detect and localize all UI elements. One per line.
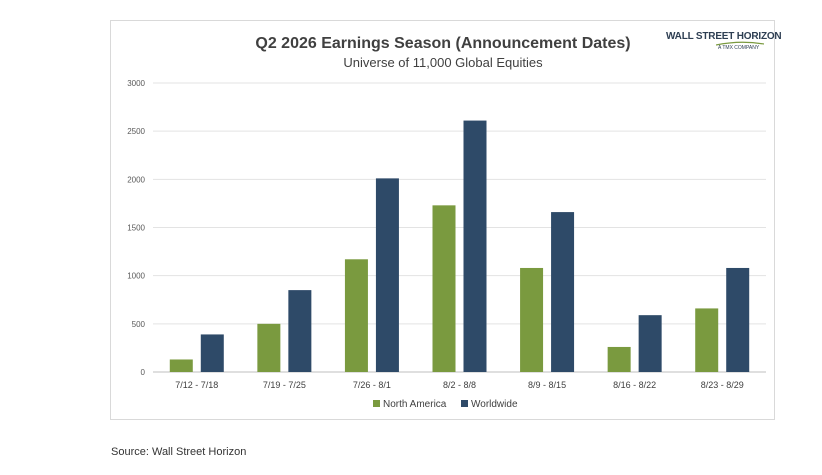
legend-swatch — [373, 400, 380, 407]
bar-worldwide — [726, 267, 750, 372]
logo-text: WALL STREET HORIZON — [666, 31, 782, 42]
bar-north-america — [520, 267, 544, 372]
x-tick-label: 8/9 - 8/15 — [528, 380, 566, 390]
bar-north-america — [607, 346, 631, 372]
x-tick-label: 7/26 - 8/1 — [353, 380, 391, 390]
x-tick-label: 8/2 - 8/8 — [443, 380, 476, 390]
chart-frame: Q2 2026 Earnings Season (Announcement Da… — [110, 20, 782, 420]
bar-worldwide — [200, 334, 224, 372]
bar-worldwide — [463, 120, 487, 372]
y-tick-label: 500 — [132, 320, 146, 329]
bar-north-america — [432, 205, 456, 372]
bar-north-america — [344, 259, 368, 372]
y-tick-label: 2000 — [127, 175, 145, 184]
bar-chart: Q2 2026 Earnings Season (Announcement Da… — [127, 35, 766, 410]
chart-subtitle: Universe of 11,000 Global Equities — [343, 55, 543, 70]
source-note: Source: Wall Street Horizon — [111, 446, 247, 458]
y-tick-label: 0 — [141, 368, 146, 377]
bar-north-america — [257, 323, 281, 372]
x-tick-label: 7/12 - 7/18 — [175, 380, 218, 390]
wall-street-horizon-logo: WALL STREET HORIZON A TMX COMPANY — [666, 31, 782, 57]
legend-label: North America — [383, 399, 447, 410]
bar-worldwide — [288, 290, 312, 372]
y-tick-label: 3000 — [127, 79, 145, 88]
bar-worldwide — [638, 315, 662, 372]
bar-north-america — [695, 308, 719, 372]
bar-worldwide — [375, 178, 399, 372]
x-tick-label: 8/16 - 8/22 — [613, 380, 656, 390]
y-tick-label: 1500 — [127, 224, 145, 233]
logo-subtext: A TMX COMPANY — [718, 45, 760, 51]
chart-title: Q2 2026 Earnings Season (Announcement Da… — [255, 35, 630, 52]
y-tick-label: 2500 — [127, 127, 145, 136]
logo-swoosh-icon — [716, 41, 764, 46]
y-tick-label: 1000 — [127, 272, 145, 281]
x-tick-label: 7/19 - 7/25 — [263, 380, 306, 390]
bar-north-america — [169, 359, 193, 372]
bar-worldwide — [551, 212, 575, 372]
legend-label: Worldwide — [471, 399, 518, 410]
x-tick-label: 8/23 - 8/29 — [701, 380, 744, 390]
legend-swatch — [461, 400, 468, 407]
